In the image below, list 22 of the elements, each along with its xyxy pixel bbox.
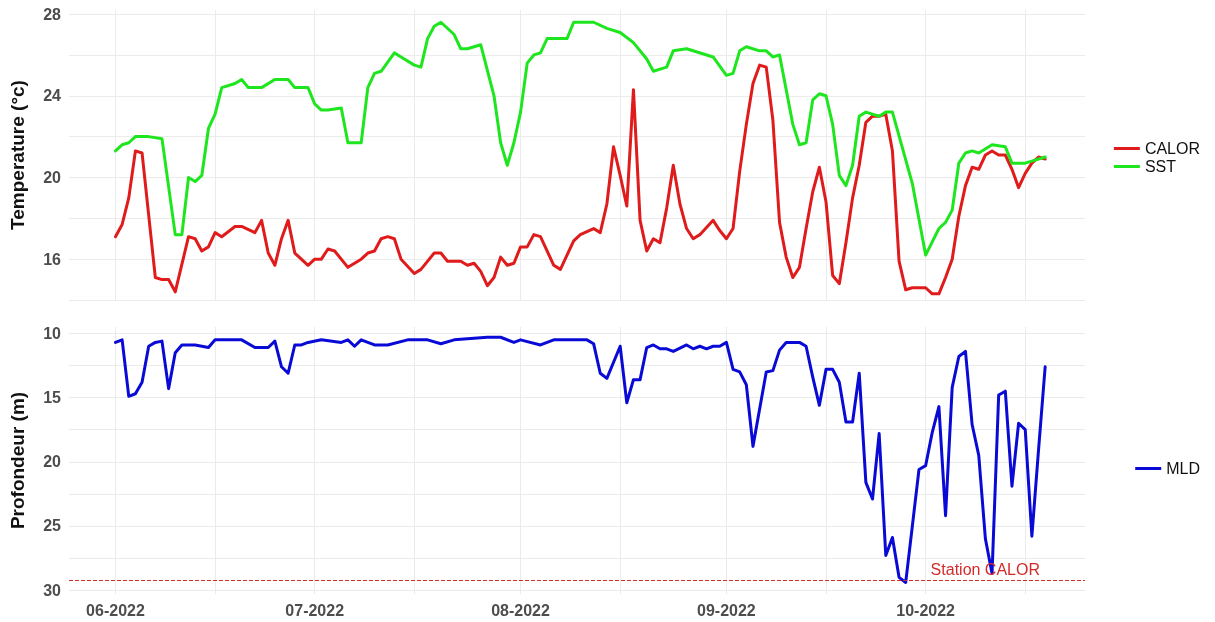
legend-label: MLD [1166,460,1200,477]
y-tick-label: 10 [43,324,62,342]
legend-label: SST [1144,158,1177,175]
y-tick-label: 25 [43,517,62,535]
y-tick-label: 24 [43,87,62,105]
y-tick-label: 28 [43,5,62,23]
y-tick-label: 20 [43,168,62,186]
y-tick-label: 16 [43,250,62,268]
line-series [113,20,1047,257]
x-tick-label: 10-2022 [896,601,956,619]
x-tick-label: 07-2022 [285,601,345,619]
x-tick-label: 08-2022 [491,601,551,619]
y-axis-title: Temperature (°c) [7,80,28,230]
x-tick-label: 09-2022 [697,601,756,619]
y-axis-title: Profondeur (m) [7,391,28,530]
y-tick-label: 15 [43,389,62,407]
y-tick-label: 20 [43,453,62,471]
x-tick-label: 06-2022 [86,601,145,619]
line-series [113,63,1047,296]
y-tick-label: 30 [43,581,62,599]
legend-label: CALOR [1144,140,1200,157]
line-series [113,335,1047,584]
